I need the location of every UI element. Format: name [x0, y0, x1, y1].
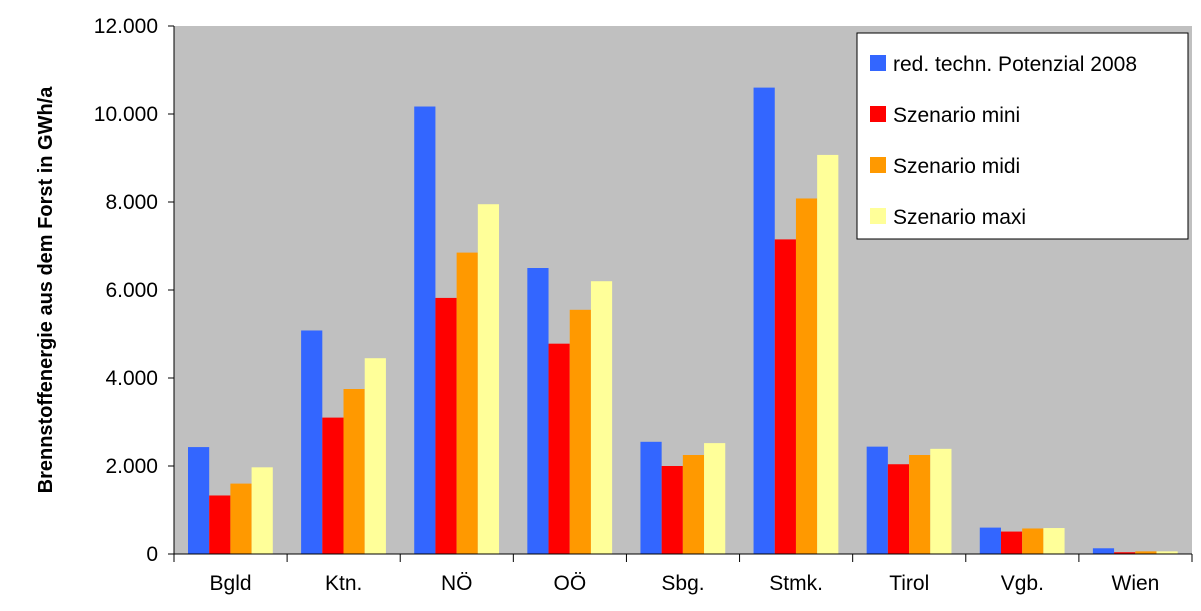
- x-tick-label: Stmk.: [769, 572, 823, 595]
- legend-label: Szenario midi: [893, 155, 1020, 178]
- bar-2-1: [209, 495, 231, 554]
- y-tick-label: 10.000: [94, 103, 158, 126]
- bar-1-6: [753, 87, 775, 554]
- bar-3-4: [569, 309, 591, 554]
- legend-label: Szenario maxi: [893, 206, 1026, 229]
- legend: red. techn. Potenzial 2008 Szenario mini S…: [856, 32, 1189, 240]
- x-tick-label: NÖ: [441, 572, 473, 595]
- y-tick-label: 0: [146, 543, 158, 566]
- bar-1-5: [640, 441, 662, 554]
- legend-label: Szenario mini: [893, 104, 1020, 127]
- y-tick-label: 6.000: [105, 279, 158, 302]
- bar-4-4: [590, 281, 613, 554]
- bar-3-7: [909, 455, 931, 554]
- bar-2-7: [887, 464, 910, 554]
- bar-2-9: [1114, 552, 1136, 554]
- bar-3-8: [1022, 528, 1044, 554]
- y-axis-label: Brennstoffenergie aus dem Forst in GWh/a: [35, 86, 57, 494]
- bar-3-6: [795, 198, 818, 555]
- bar-1-8: [979, 527, 1001, 554]
- bar-2-8: [1000, 531, 1023, 554]
- bar-4-5: [704, 443, 726, 554]
- y-axis-ticks: 0 2.000 4.000 6.000 8.000 10.000 12.000: [94, 15, 174, 566]
- bar-4-1: [251, 467, 273, 554]
- bar-3-3: [456, 252, 478, 554]
- bar-3-1: [230, 483, 252, 554]
- x-tick-label: Tirol: [889, 572, 929, 595]
- legend-box: [856, 32, 1189, 240]
- bar-3-5: [682, 455, 705, 554]
- x-axis-ticks: Bgld Ktn. NÖ OÖ Sbg. Stmk. Tirol Vgb. Wien: [173, 554, 1193, 595]
- bar-4-7: [930, 448, 952, 554]
- bar-4-3: [477, 204, 500, 554]
- x-tick-label: Ktn.: [325, 572, 362, 595]
- bar-1-2: [301, 330, 323, 554]
- bar-4-2: [364, 358, 386, 554]
- x-tick-label: Bgld: [210, 572, 252, 595]
- x-tick-label: Wien: [1112, 572, 1160, 595]
- bars: [188, 87, 1178, 555]
- legend-swatch: [870, 157, 886, 173]
- bar-2-4: [548, 343, 570, 554]
- bar-2-3: [435, 297, 457, 554]
- bar-1-9: [1092, 548, 1115, 554]
- bar-4-9: [1156, 551, 1178, 554]
- legend-label: red. techn. Potenzial 2008: [893, 53, 1137, 76]
- y-tick-label: 12.000: [94, 15, 158, 38]
- bar-3-2: [343, 389, 365, 554]
- bar-4-6: [817, 154, 839, 555]
- x-tick-label: Sbg.: [661, 572, 704, 595]
- x-tick-label: Vgb.: [1001, 572, 1044, 595]
- bar-2-6: [774, 239, 796, 554]
- bar-1-4: [527, 268, 549, 554]
- y-tick-label: 2.000: [105, 455, 158, 478]
- bar-3-9: [1135, 551, 1157, 554]
- x-tick-label: OÖ: [554, 572, 587, 595]
- bar-1-3: [414, 106, 436, 555]
- legend-swatch: [870, 55, 886, 71]
- y-tick-label: 8.000: [105, 191, 158, 214]
- bar-2-2: [322, 417, 344, 554]
- y-tick-label: 4.000: [105, 367, 158, 390]
- bar-2-5: [661, 466, 683, 554]
- bar-4-8: [1043, 528, 1065, 554]
- legend-swatch: [870, 208, 886, 224]
- legend-swatch: [870, 106, 886, 122]
- bar-1-1: [188, 447, 210, 554]
- bar-1-7: [866, 446, 888, 554]
